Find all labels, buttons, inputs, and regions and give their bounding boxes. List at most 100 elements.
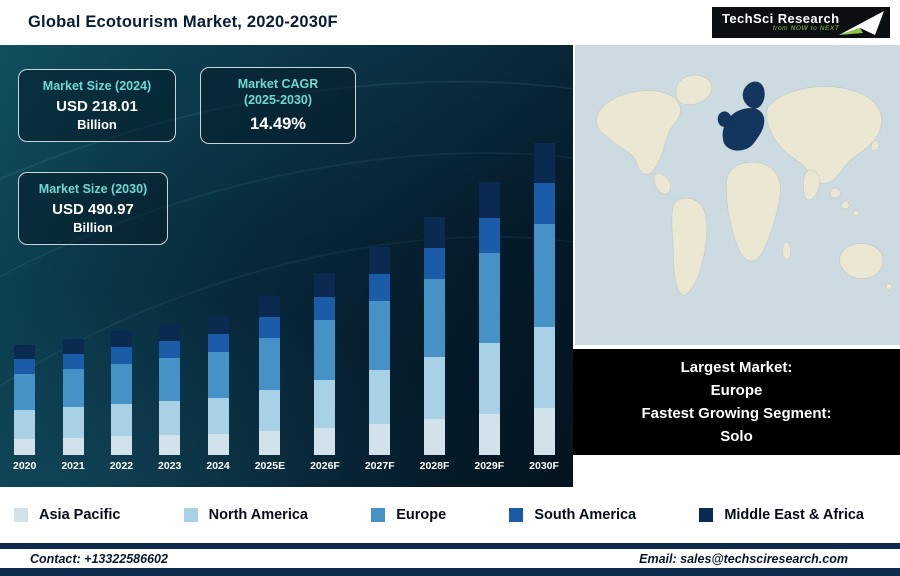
chart-panel: Market Size (2024) USD 218.01 Billion Ma… bbox=[0, 45, 573, 487]
map-asia bbox=[766, 86, 882, 184]
bar-segment-2023-asia-pacific bbox=[159, 435, 181, 455]
bar-segment-2021-middle-east-africa bbox=[62, 338, 84, 354]
bar-segment-2021-south-america bbox=[62, 353, 84, 369]
x-axis-label-2021: 2021 bbox=[61, 460, 85, 472]
bar-segment-2023-north-america bbox=[159, 401, 181, 436]
legend-swatch bbox=[509, 508, 524, 522]
legend-label: South America bbox=[534, 507, 637, 523]
bar-2024 bbox=[207, 316, 229, 455]
bar-column-2026F: 2026F bbox=[310, 273, 340, 475]
bar-2028F bbox=[424, 216, 445, 455]
bar-segment-2030F-middle-east-africa bbox=[533, 142, 555, 184]
x-axis-label-2030F: 2030F bbox=[529, 460, 559, 472]
bar-segment-2030F-europe bbox=[533, 224, 555, 328]
market-size-2024-box: Market Size (2024) USD 218.01 Billion bbox=[18, 69, 176, 143]
map-scandinavia-highlight bbox=[742, 81, 765, 109]
bar-segment-2021-europe bbox=[62, 368, 84, 408]
legend-label: Middle East & Africa bbox=[724, 507, 864, 523]
chart-legend: Asia Pacific North America Europe South Ame… bbox=[0, 487, 900, 543]
legend-item-asia-pacific: Asia Pacific bbox=[14, 507, 120, 523]
market-cagr-value: 14.49% bbox=[250, 114, 306, 133]
bar-segment-2027F-middle-east-africa bbox=[369, 247, 391, 275]
x-axis-label-2024: 2024 bbox=[206, 460, 230, 472]
legend-label: North America bbox=[208, 507, 308, 523]
map-north-america bbox=[596, 90, 681, 175]
market-cagr-label-line2: (2025-2030) bbox=[243, 93, 313, 108]
bar-2026F bbox=[314, 273, 336, 455]
bar-segment-2028F-middle-east-africa bbox=[424, 216, 445, 248]
map-japan bbox=[870, 140, 880, 152]
map-uk-highlight bbox=[717, 111, 732, 127]
x-axis-label-2020: 2020 bbox=[13, 460, 37, 472]
market-size-2030-label: Market Size (2030) bbox=[38, 182, 148, 196]
bar-segment-2024-north-america bbox=[207, 398, 229, 435]
bar-segment-2026F-middle-east-africa bbox=[314, 273, 336, 297]
market-size-2030-unit: Billion bbox=[73, 220, 113, 236]
market-size-2024-label: Market Size (2024) bbox=[42, 79, 152, 93]
bar-segment-2024-south-america bbox=[207, 334, 229, 353]
x-axis-label-2025E: 2025E bbox=[254, 460, 286, 472]
stacked-bar-chart: 2020 2021 2022 2023 2024 2025E 2026F 2027F 2028F… bbox=[10, 70, 562, 475]
bar-2023 bbox=[159, 324, 181, 455]
bar-2030F bbox=[533, 142, 555, 455]
x-axis-label-2022: 2022 bbox=[109, 460, 134, 472]
x-axis-label-2028F: 2028F bbox=[419, 460, 450, 472]
bar-segment-2029F-europe bbox=[478, 253, 500, 344]
page-title: Global Ecotourism Market, 2020-2030F bbox=[28, 13, 338, 31]
legend-label: Europe bbox=[396, 507, 447, 523]
bar-segment-2022-europe bbox=[110, 363, 132, 405]
bar-column-2028F: 2028F bbox=[419, 216, 450, 475]
bar-segment-2022-south-america bbox=[110, 347, 132, 364]
bar-column-2030F: 2030F bbox=[529, 142, 559, 475]
map-india bbox=[803, 170, 821, 201]
bar-segment-2020-north-america bbox=[14, 409, 36, 439]
bar-segment-2024-asia-pacific bbox=[207, 434, 229, 455]
logo-arrow-icon bbox=[839, 10, 885, 35]
bar-2027F bbox=[369, 247, 391, 455]
bar-segment-2023-europe bbox=[159, 358, 181, 402]
bar-segment-2028F-south-america bbox=[424, 247, 445, 279]
bar-segment-2027F-south-america bbox=[369, 274, 391, 302]
map-madagascar bbox=[782, 241, 791, 260]
legend-swatch bbox=[183, 508, 198, 522]
bar-segment-2025E-north-america bbox=[259, 389, 281, 432]
bar-segment-2024-europe bbox=[207, 352, 229, 399]
bar-column-2022: 2022 bbox=[110, 331, 133, 475]
footer-email: Email: sales@techsciresearch.com bbox=[639, 551, 848, 566]
bar-segment-2022-middle-east-africa bbox=[110, 331, 132, 348]
bar-segment-2030F-asia-pacific bbox=[533, 408, 555, 455]
bar-segment-2024-middle-east-africa bbox=[207, 316, 229, 335]
bar-segment-2029F-asia-pacific bbox=[478, 414, 500, 455]
bar-segment-2028F-north-america bbox=[424, 357, 445, 420]
header: Global Ecotourism Market, 2020-2030F Tec… bbox=[0, 0, 900, 45]
footer-contact: Contact: +13322586602 bbox=[30, 551, 168, 566]
bar-segment-2025E-south-america bbox=[259, 316, 281, 338]
market-size-2030-box: Market Size (2030) USD 490.97 Billion bbox=[18, 172, 168, 246]
map-new-zealand bbox=[885, 283, 893, 290]
fastest-segment-label: Fastest Growing Segment: bbox=[641, 405, 832, 422]
bar-segment-2027F-asia-pacific bbox=[369, 423, 391, 455]
bar-segment-2026F-asia-pacific bbox=[314, 427, 336, 455]
bar-segment-2023-south-america bbox=[159, 341, 181, 359]
bar-2022 bbox=[110, 331, 132, 455]
map-indonesia bbox=[852, 209, 860, 217]
bar-segment-2030F-north-america bbox=[533, 327, 555, 409]
logo-brand: TechSci Research bbox=[722, 11, 840, 27]
bar-segment-2022-asia-pacific bbox=[110, 436, 132, 455]
bar-segment-2022-north-america bbox=[110, 404, 132, 437]
market-highlight-box: Largest Market: Europe Fastest Growing S… bbox=[573, 349, 900, 455]
bar-segment-2028F-europe bbox=[424, 278, 445, 358]
bar-segment-2029F-middle-east-africa bbox=[478, 182, 500, 218]
bar-segment-2029F-north-america bbox=[478, 343, 500, 415]
bar-segment-2025E-asia-pacific bbox=[259, 431, 281, 455]
legend-item-south-america: South America bbox=[509, 507, 636, 523]
market-size-2024-value: USD 218.01 bbox=[56, 98, 138, 116]
x-axis-label-2026F: 2026F bbox=[310, 460, 340, 472]
bar-segment-2025E-europe bbox=[259, 337, 281, 390]
bar-segment-2020-europe bbox=[14, 373, 36, 410]
bar-segment-2026F-south-america bbox=[314, 296, 336, 321]
bar-segment-2021-north-america bbox=[62, 407, 84, 438]
footer-bottom-band bbox=[0, 568, 900, 576]
bar-segment-2020-south-america bbox=[14, 359, 36, 374]
world-map-panel bbox=[573, 45, 900, 345]
